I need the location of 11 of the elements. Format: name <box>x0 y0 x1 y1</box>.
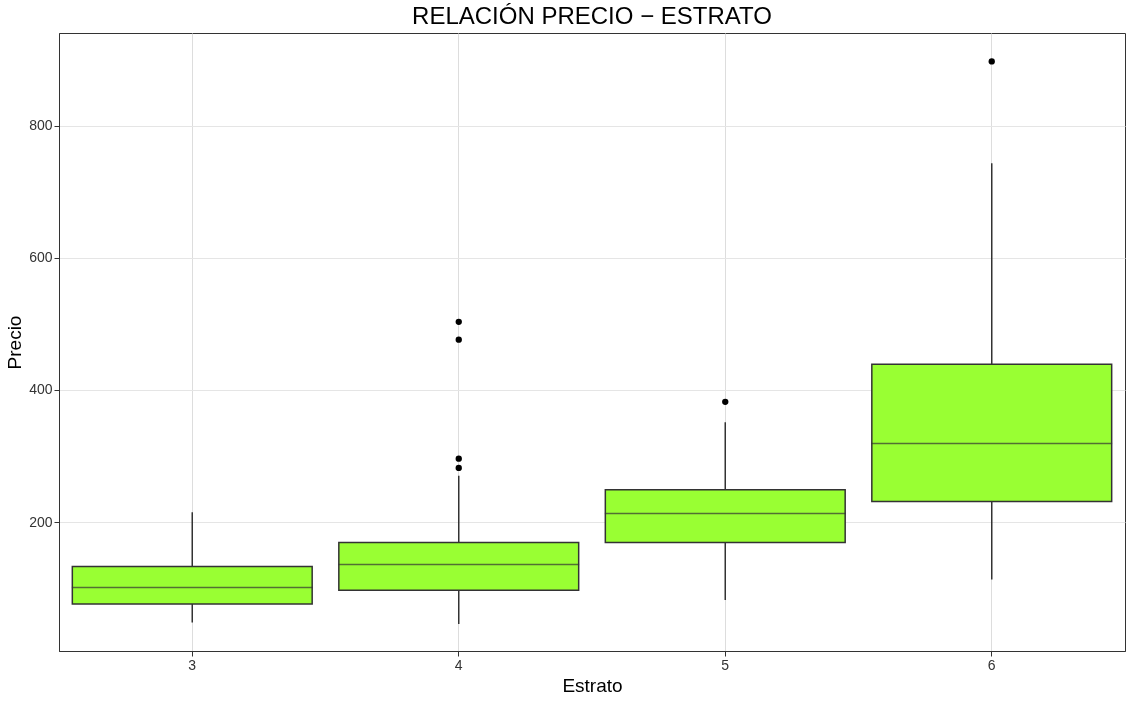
y-axis-title: Precio <box>4 315 26 370</box>
x-tick-label: 5 <box>721 656 730 673</box>
x-tick-label: 4 <box>454 656 463 673</box>
x-axis-title: Estrato <box>562 674 623 696</box>
x-tick-label: 3 <box>188 656 197 673</box>
y-tick-label: 400 <box>29 381 53 398</box>
y-tick-label: 600 <box>29 249 53 266</box>
x-tick-label: 6 <box>987 656 996 673</box>
y-tick-label: 800 <box>29 117 53 134</box>
y-tick-label: 200 <box>29 513 53 530</box>
chart-title: RELACIÓN PRECIO − ESTRATO <box>412 2 772 29</box>
